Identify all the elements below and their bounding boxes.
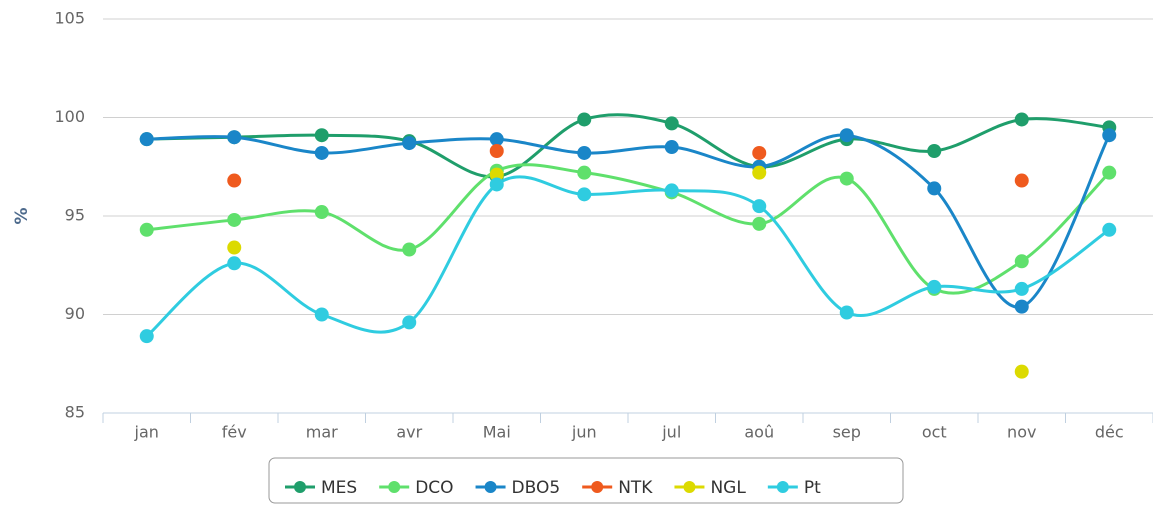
y-tick-label: 85 (65, 403, 85, 422)
legend-label: NGL (710, 478, 746, 498)
x-tick-label: mar (306, 423, 338, 442)
data-point (314, 205, 329, 220)
legend-label: DBO5 (512, 478, 561, 498)
data-point (314, 145, 329, 160)
series-line (146, 163, 1111, 295)
data-point (314, 128, 329, 143)
data-point (664, 140, 679, 155)
y-tick-label: 105 (54, 9, 85, 28)
legend-label: NTK (618, 478, 653, 498)
data-point (664, 183, 679, 198)
data-point (752, 199, 767, 214)
legend-label: Pt (804, 478, 821, 498)
x-tick-label: déc (1095, 423, 1124, 442)
x-tick-label: jul (661, 423, 681, 442)
data-point (139, 329, 154, 344)
data-point (489, 132, 504, 147)
legend-label: MES (321, 478, 357, 498)
data-point (227, 240, 242, 255)
data-point (227, 173, 242, 188)
data-point (139, 132, 154, 147)
series-line (145, 175, 1111, 338)
data-point (752, 165, 767, 180)
legend-marker (683, 481, 696, 493)
data-point (314, 307, 329, 322)
data-point (577, 112, 592, 127)
data-point (1102, 165, 1117, 180)
y-tick-label: 100 (54, 107, 85, 126)
data-point (227, 212, 242, 227)
x-tick-label: jan (134, 423, 159, 442)
data-point (489, 143, 504, 158)
data-point (752, 216, 767, 231)
legend-marker (484, 481, 497, 493)
data-point (1014, 364, 1029, 379)
x-tick-label: avr (396, 423, 422, 442)
data-point (402, 315, 417, 330)
data-point (227, 130, 242, 145)
legend-marker (388, 481, 401, 493)
y-tick-label: 90 (65, 304, 85, 323)
y-tick-label: 95 (65, 206, 85, 225)
data-point (577, 187, 592, 202)
data-point (402, 136, 417, 151)
data-point (577, 145, 592, 160)
data-point (839, 305, 854, 320)
legend-box (268, 457, 904, 504)
data-point (927, 143, 942, 158)
x-tick-label: sep (833, 423, 861, 442)
data-point (1014, 112, 1029, 127)
x-tick-label: aoû (744, 423, 774, 442)
data-point (402, 242, 417, 257)
legend-label: DCO (415, 478, 453, 498)
data-point (839, 128, 854, 143)
data-point (489, 177, 504, 192)
data-point (1014, 173, 1029, 188)
data-point (577, 165, 592, 180)
legend-marker (591, 481, 604, 493)
x-tick-label: nov (1007, 423, 1036, 442)
data-point (1014, 281, 1029, 296)
data-point (1102, 128, 1117, 143)
data-point (489, 167, 504, 182)
series-line (146, 113, 1110, 179)
data-point (839, 171, 854, 186)
x-tick-label: Mai (483, 423, 511, 442)
data-point (752, 145, 767, 160)
x-tick-label: oct (922, 423, 947, 442)
data-point (927, 279, 942, 294)
data-point (1102, 222, 1117, 237)
series-line (146, 133, 1111, 309)
data-point (139, 222, 154, 237)
legend-marker (294, 481, 306, 493)
legend-marker (776, 481, 789, 493)
data-point (927, 181, 942, 196)
data-point (1014, 254, 1029, 269)
data-point (664, 116, 679, 131)
y-axis-label: % (12, 207, 32, 224)
x-tick-label: jun (571, 423, 597, 442)
data-point (1014, 299, 1029, 314)
data-point (227, 256, 242, 271)
x-tick-label: fév (222, 423, 247, 442)
